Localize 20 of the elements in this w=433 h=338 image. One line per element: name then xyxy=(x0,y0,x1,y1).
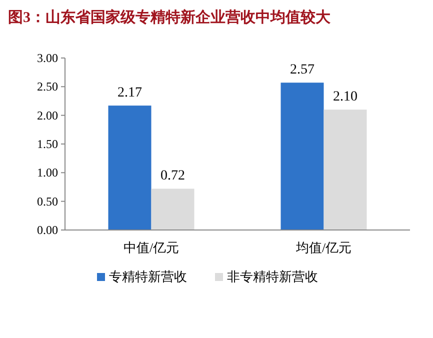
bar xyxy=(324,110,367,230)
data-label: 2.10 xyxy=(333,90,358,105)
y-tick-label: 1.50 xyxy=(37,137,58,151)
data-label: 2.17 xyxy=(118,86,142,101)
x-tick-label: 中值/亿元 xyxy=(123,240,180,255)
legend-label: 非专精特新营收 xyxy=(227,269,318,284)
data-label: 0.72 xyxy=(160,168,185,184)
data-label: 2.57 xyxy=(290,62,314,78)
y-tick-label: 2.00 xyxy=(37,108,58,122)
y-tick-label: 1.00 xyxy=(37,166,58,180)
legend-label: 专精特新营收 xyxy=(109,269,187,284)
y-tick-label: 2.50 xyxy=(37,80,58,94)
y-tick-label: 0.50 xyxy=(37,194,58,208)
y-tick-label: 0.00 xyxy=(37,223,58,237)
bar xyxy=(280,82,324,230)
chart-title: 图3：山东省国家级专精特新企业营收中均值较大 xyxy=(8,8,332,26)
bar xyxy=(108,106,152,230)
bar xyxy=(151,188,194,230)
x-tick-label: 均值/亿元 xyxy=(294,240,352,255)
y-tick-label: 3.00 xyxy=(37,51,58,65)
